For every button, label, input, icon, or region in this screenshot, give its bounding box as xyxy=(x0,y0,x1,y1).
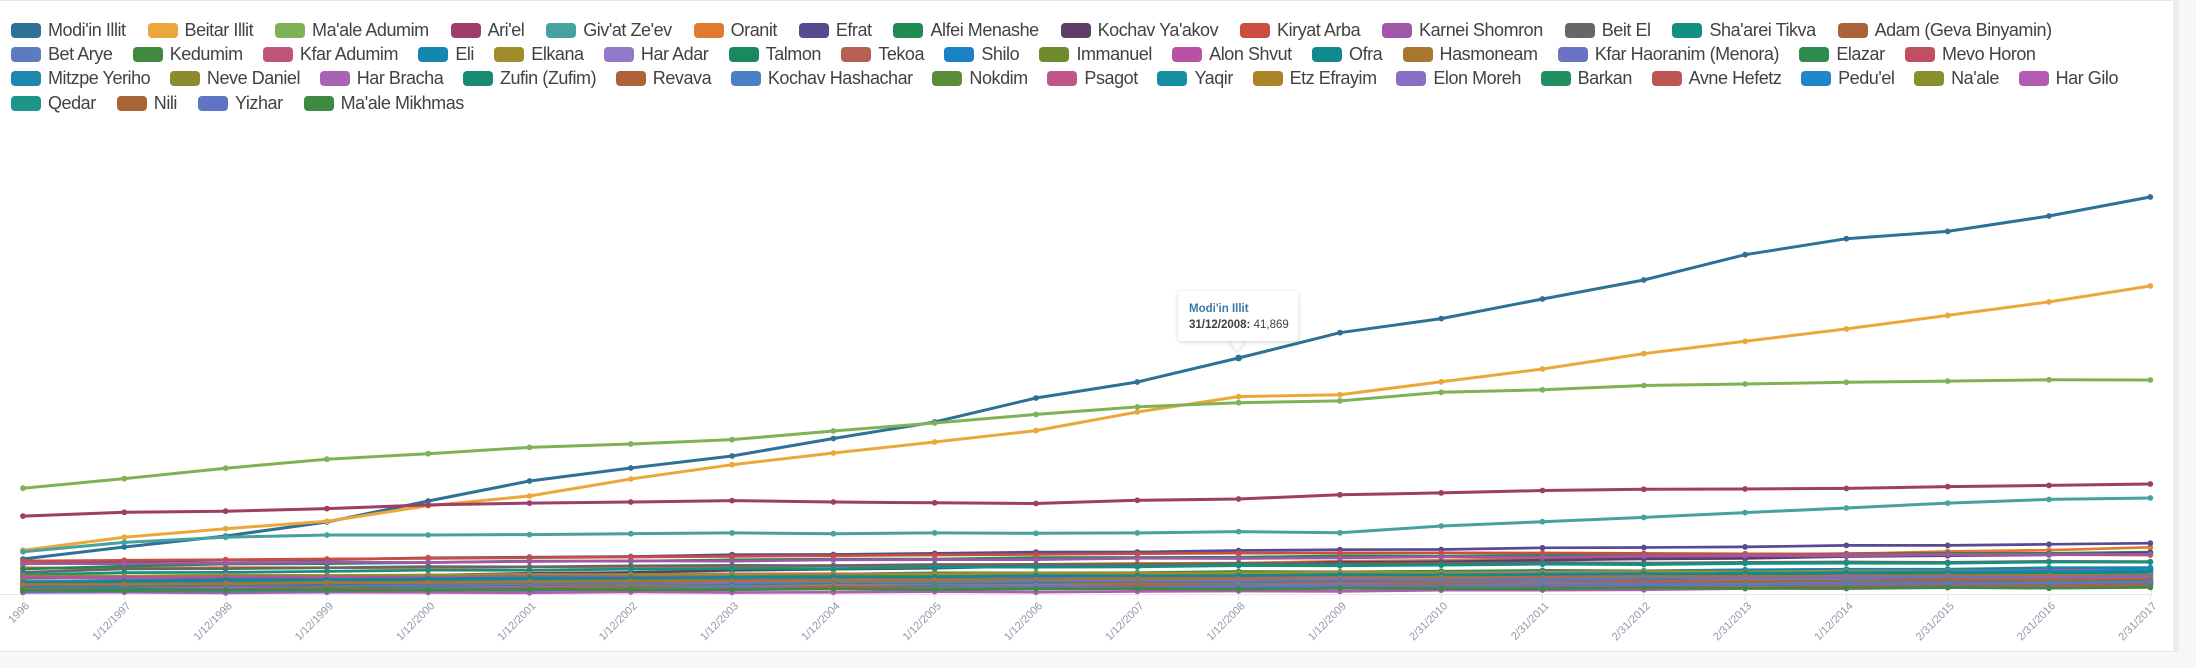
svg-text:2/31/2016: 2/31/2016 xyxy=(2015,600,2058,643)
svg-text:2/31/2010: 2/31/2010 xyxy=(1407,600,1450,643)
svg-text:2/31/2011: 2/31/2011 xyxy=(1509,600,1552,643)
svg-text:2/31/2013: 2/31/2013 xyxy=(1711,600,1754,643)
svg-text:2/31/2015: 2/31/2015 xyxy=(1914,600,1957,643)
svg-text:1/12/2005: 1/12/2005 xyxy=(901,600,944,643)
svg-text:2/31/2017: 2/31/2017 xyxy=(2116,600,2159,643)
svg-text:1/12/2001: 1/12/2001 xyxy=(496,600,539,643)
svg-text:1/12/2000: 1/12/2000 xyxy=(394,600,437,643)
svg-text:2/31/2012: 2/31/2012 xyxy=(1610,600,1653,643)
svg-text:1/12/2002: 1/12/2002 xyxy=(597,600,640,643)
svg-text:1/12/2008: 1/12/2008 xyxy=(1205,600,1248,643)
svg-text:1/12/2009: 1/12/2009 xyxy=(1306,600,1349,643)
svg-text:1/12/2007: 1/12/2007 xyxy=(1103,600,1146,643)
svg-text:1/12/2004: 1/12/2004 xyxy=(799,600,842,643)
svg-text:1/12/1999: 1/12/1999 xyxy=(293,600,336,643)
svg-text:1/12/1997: 1/12/1997 xyxy=(90,600,133,643)
svg-text:1/12/2006: 1/12/2006 xyxy=(1002,600,1045,643)
svg-text:1/12/2014: 1/12/2014 xyxy=(1812,600,1855,643)
svg-text:1/12/2003: 1/12/2003 xyxy=(698,600,741,643)
svg-text:1/12/1998: 1/12/1998 xyxy=(192,600,235,643)
svg-text:1996: 1996 xyxy=(6,600,32,626)
